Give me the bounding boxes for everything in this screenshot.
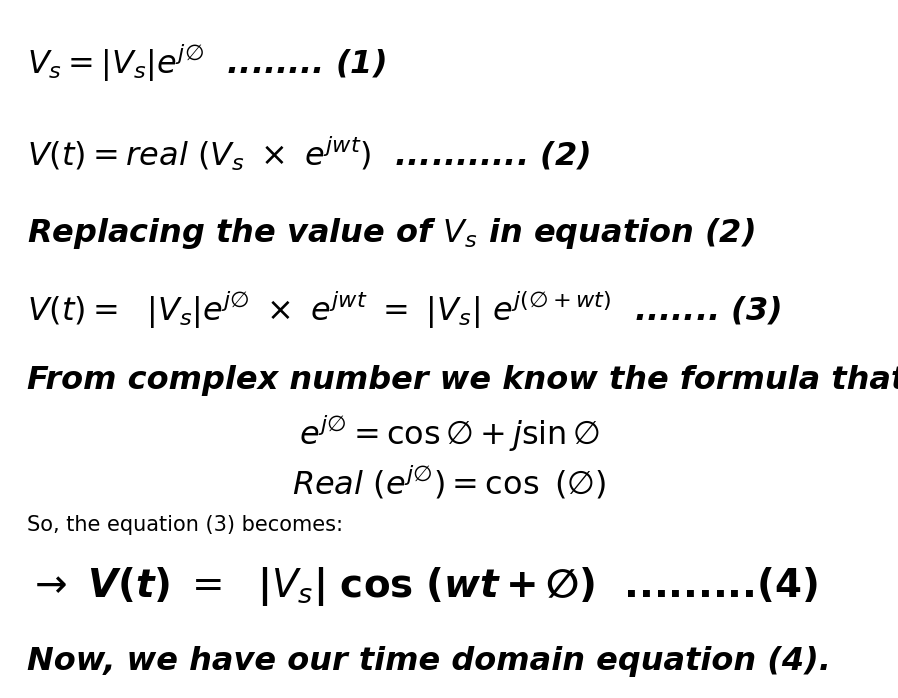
Text: $\rightarrow\ \boldsymbol{V(t)}\ =\ \ \boldsymbol{|V_s|}\ \mathbf{cos}\ \boldsym: $\rightarrow\ \boldsymbol{V(t)}\ =\ \ \b… [27,565,818,608]
Text: $V(t) = real\ (V_s\ \times\ e^{jwt})$  ........... (2): $V(t) = real\ (V_s\ \times\ e^{jwt})$ ..… [27,134,590,173]
Text: $e^{j\varnothing}= \cos\varnothing + j\sin\varnothing$: $e^{j\varnothing}= \cos\varnothing + j\s… [299,414,599,454]
Text: From complex number we know the formula that:: From complex number we know the formula … [27,365,898,396]
Text: $V_s  =  |V_s|e^{j\varnothing}$  ........ (1): $V_s = |V_s|e^{j\varnothing}$ ........ (… [27,42,386,84]
Text: Now, we have our time domain equation (4).: Now, we have our time domain equation (4… [27,646,831,677]
Text: $V(t) =\ \ |V_s|e^{j\varnothing}\ \times\ e^{jwt}\ =\ |V_s|\ e^{j(\varnothing+wt: $V(t) =\ \ |V_s|e^{j\varnothing}\ \times… [27,290,781,332]
Text: $Real\ (e^{j\varnothing})= \cos\ (\varnothing)$: $Real\ (e^{j\varnothing})= \cos\ (\varno… [292,464,606,502]
Text: Replacing the value of $V_s$ in equation (2): Replacing the value of $V_s$ in equation… [27,216,754,251]
Text: So, the equation (3) becomes:: So, the equation (3) becomes: [27,515,343,535]
